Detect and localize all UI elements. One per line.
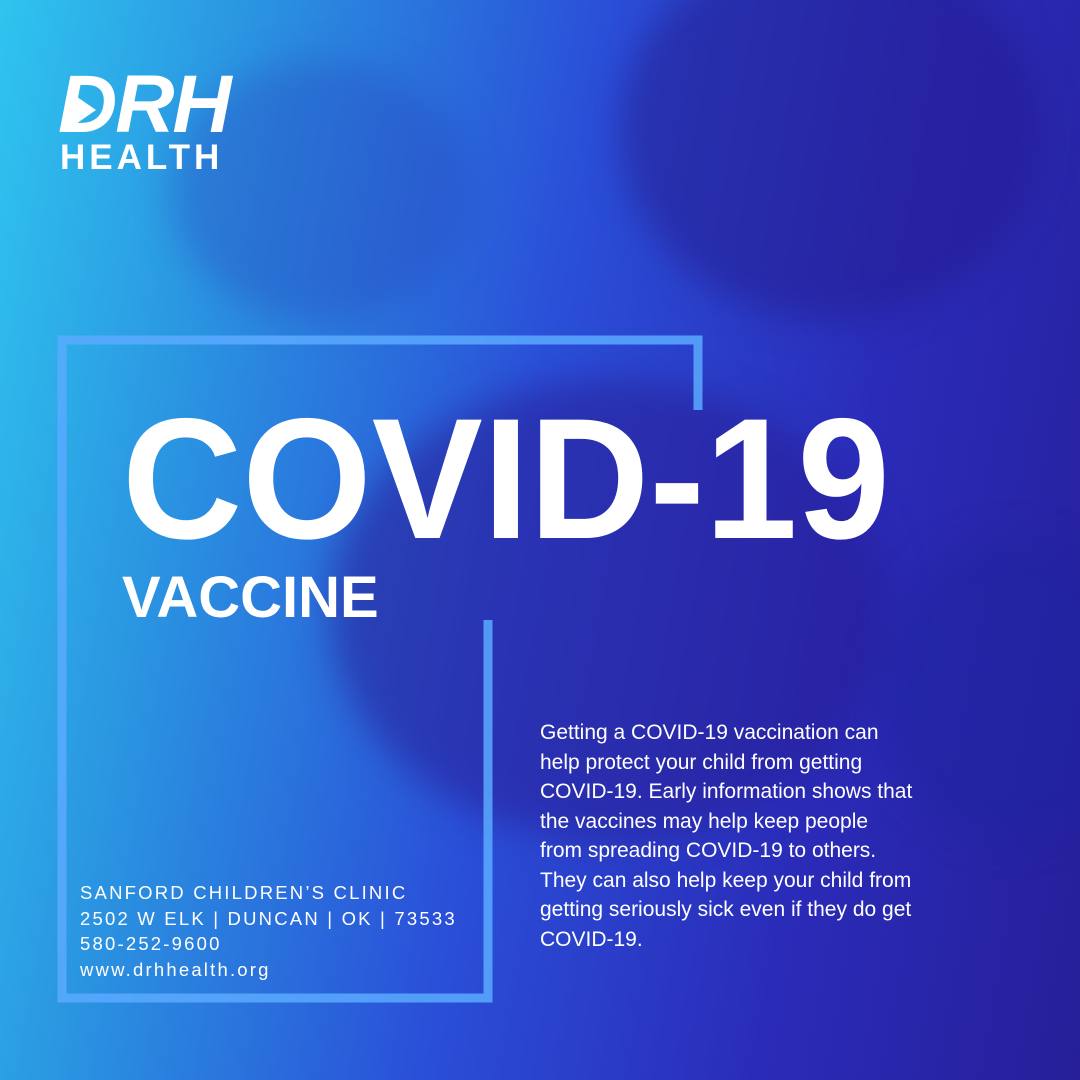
body-line: help protect your child from getting — [540, 750, 863, 774]
contact-line: www.drhhealth.org — [80, 958, 271, 980]
virus-shape — [880, 540, 1080, 840]
contact-line: 2502 W ELK | DUNCAN | OK | 73533 — [80, 907, 457, 929]
body-line: the vaccines may help keep people — [540, 809, 869, 833]
subtitle: VACCINE — [122, 565, 379, 630]
contact: SANFORD CHILDREN’S CLINIC 2502 W ELK | DU… — [80, 880, 457, 982]
contact-line: SANFORD CHILDREN’S CLINIC — [80, 882, 408, 903]
body-line: Getting a COVID-19 vaccination can — [540, 721, 879, 744]
virus-shape — [330, 380, 890, 840]
body-line: They can also help keep your child from — [540, 868, 912, 892]
logo-top: DRH — [58, 59, 232, 150]
contact-line: 580-252-9600 — [80, 933, 222, 954]
logo-icon — [70, 92, 96, 128]
virus-shape — [170, 60, 470, 320]
title-box: COVID-19 — [122, 383, 890, 575]
logo-bottom: HEALTH — [60, 138, 224, 177]
body-line: COVID-19. — [540, 927, 643, 951]
title: COVID-19 — [122, 383, 890, 575]
frame-border — [57, 335, 703, 1003]
virus-shape — [620, 0, 1040, 320]
body-line: COVID-19. Early information shows that — [540, 780, 913, 803]
body-line: getting seriously sick even if they do g… — [540, 898, 912, 921]
body-line: from spreading COVID-19 to others. — [540, 839, 877, 862]
body-text: Getting a COVID-19 vaccination can help p… — [540, 718, 912, 954]
